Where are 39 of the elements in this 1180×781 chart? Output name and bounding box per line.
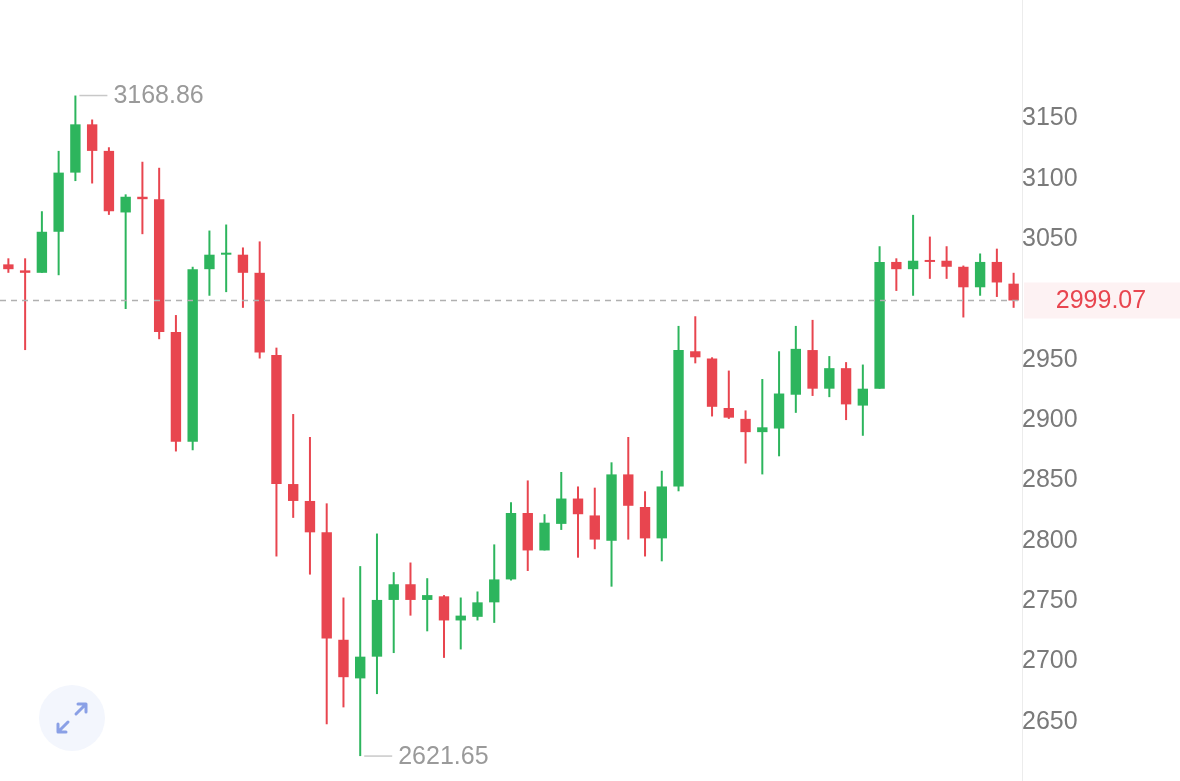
candlestick bbox=[355, 565, 366, 758]
y-tick-label: 2650 bbox=[1022, 705, 1078, 734]
candlestick bbox=[891, 257, 902, 292]
y-tick-label: 2750 bbox=[1022, 585, 1078, 614]
y-tick-label: 3050 bbox=[1022, 222, 1078, 251]
y-tick-label: 3100 bbox=[1022, 162, 1078, 191]
candlestick bbox=[19, 257, 31, 352]
candlestick bbox=[757, 378, 768, 476]
y-tick-label: 3150 bbox=[1022, 102, 1078, 131]
candlestick bbox=[237, 246, 249, 309]
candlestick bbox=[489, 543, 500, 624]
candlestick bbox=[572, 485, 584, 559]
annotation: 3168.86 bbox=[113, 80, 204, 109]
candlestick bbox=[690, 315, 701, 365]
candlestick bbox=[405, 561, 416, 617]
y-tick-label: 2850 bbox=[1022, 464, 1078, 493]
candlestick bbox=[120, 193, 131, 311]
y-tick-label: 2800 bbox=[1022, 524, 1078, 553]
candlestick bbox=[958, 264, 969, 319]
y-tick-label: 2900 bbox=[1022, 403, 1078, 432]
y-tick-label: 2700 bbox=[1022, 645, 1078, 674]
candlestick bbox=[388, 571, 399, 655]
candlestick bbox=[857, 363, 869, 437]
candlestick bbox=[288, 413, 299, 519]
annotation: 2621.65 bbox=[398, 740, 489, 769]
candlestick bbox=[220, 223, 232, 294]
candlestick bbox=[1008, 271, 1019, 309]
candlestick bbox=[422, 577, 433, 633]
ref-line-label: 2999.07 bbox=[1055, 285, 1147, 314]
candlestick bbox=[991, 247, 1003, 298]
candlestick bbox=[941, 245, 952, 280]
candlestick bbox=[204, 229, 215, 297]
candlestick bbox=[740, 409, 751, 465]
candlestick bbox=[472, 590, 483, 622]
candlestick bbox=[924, 235, 936, 280]
candlestick bbox=[907, 213, 919, 297]
candlestick bbox=[824, 355, 835, 399]
y-tick-label: 2950 bbox=[1022, 343, 1078, 372]
candlestick bbox=[723, 369, 734, 420]
